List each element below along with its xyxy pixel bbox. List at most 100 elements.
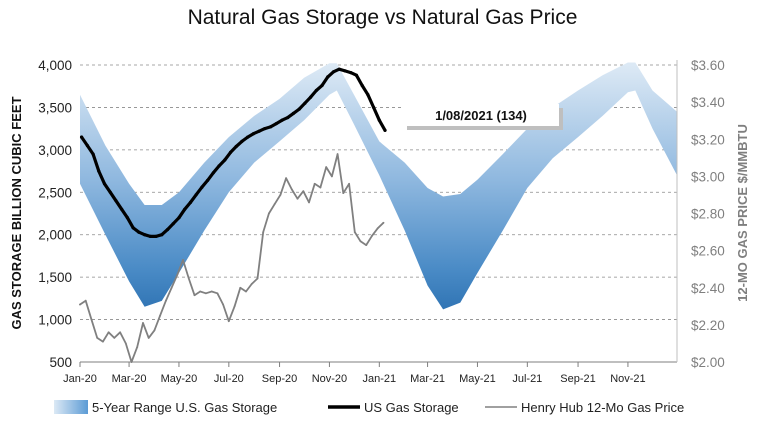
price-line-point [84,299,87,302]
storage-line-point [131,226,135,230]
price-line-point [256,277,259,280]
price-line-point [176,273,179,276]
price-line-point [331,175,333,178]
storage-line-point [337,67,341,71]
price-line-point [159,314,162,317]
y-tick-label: 3,000 [38,143,72,158]
price-line-point [359,240,362,243]
price-line-point [239,286,242,289]
price-line-layer [79,153,385,363]
price-line-point [113,337,116,339]
storage-line-point [297,107,301,111]
x-tick-label: Nov-20 [312,373,347,385]
price-line-point [262,231,265,234]
storage-line-point [246,135,250,139]
storage-line-point [188,200,192,205]
storage-line-point [211,171,215,175]
y2-tick-label: $2.00 [691,355,725,370]
storage-line-point [200,185,204,189]
price-line-point [376,227,379,230]
storage-line-point [165,228,170,232]
x-tick-label: May-20 [161,373,198,385]
annotation-callout: 1/08/2021 (134) [403,104,563,130]
annotation-text: 1/08/2021 (134) [435,108,527,123]
y-tick-label: 3,500 [38,100,72,115]
storage-line-point [234,144,238,149]
price-line-point [79,303,81,306]
price-line-point [285,177,287,180]
storage-line-point [148,234,152,238]
storage-line-point [194,193,198,197]
price-line-point [142,322,144,324]
y2-axis-title: 12-MO GAS PRICE $/MMBTU [735,124,750,302]
price-line-point [96,337,99,339]
legend-item-range: 5-Year Range U.S. Gas Storage [54,400,277,415]
price-line-point [250,283,253,285]
price-line-point [382,221,385,224]
storage-line-point [326,75,330,79]
legend: 5-Year Range U.S. Gas Storage US Gas Sto… [54,400,684,415]
storage-line-point [85,144,89,148]
storage-line-point [274,122,278,126]
axes: 500 1,000 1,500 2,000 2,500 3,000 3,500 4,000 $2… [38,58,725,385]
storage-line-point [268,125,273,129]
price-line-point [245,290,247,293]
price-line-point [216,292,219,295]
price-line-point [296,197,299,200]
price-line-point [308,201,310,204]
storage-line-point [206,178,210,182]
storage-line-point [114,199,118,203]
x-tick-label: Mar-21 [410,373,445,385]
storage-line-point [286,116,290,120]
storage-line-point [314,88,318,93]
y-tick-label: 1,000 [38,313,72,328]
price-line-point [205,292,207,295]
x-tick-label: Nov-21 [610,373,645,385]
price-line-point [336,153,339,156]
price-line-point [227,320,230,323]
storage-line-point [366,93,370,97]
price-line-point [353,231,356,234]
storage-line-point [171,222,175,226]
x-tick-label: Jul-20 [214,373,244,385]
storage-line-point [154,234,158,238]
x-tick-label: Sep-20 [262,373,297,385]
y2-tick-label: $2.20 [691,318,725,333]
price-line-point [279,194,282,196]
price-line-point [107,331,110,334]
price-line-point [325,166,328,169]
storage-line-point [120,207,124,211]
storage-line-point [263,127,267,131]
storage-line-point [102,182,107,186]
storage-line-point [91,152,95,156]
price-line-point [273,203,276,206]
storage-line-layer [80,67,387,238]
price-line-point [199,290,202,293]
x-tick-label: Sep-21 [560,373,595,385]
price-line-point [153,329,156,332]
storage-line-point [377,118,381,122]
price-line-point [102,340,104,343]
price-line-point [136,346,139,348]
y-tick-label: 2,500 [38,185,72,200]
storage-line-point [177,216,181,220]
storage-line-point [280,118,284,122]
y-tick-label: 500 [49,355,72,370]
x-tick-label: May-21 [459,373,496,385]
price-line-point [165,299,167,302]
y2-tick-label: $3.40 [691,95,725,110]
y2-tick-label: $2.80 [691,207,725,222]
x-tick-label: Jan-21 [362,373,396,385]
price-line-point [268,212,270,215]
storage-line-point [183,207,187,211]
storage-line-point [343,69,347,73]
y2-tick-label: $2.60 [691,244,725,259]
y-tick-label: 2,000 [38,228,72,243]
range-band-layer [80,62,677,310]
legend-label-storage: US Gas Storage [364,400,459,415]
price-line-point [187,277,190,280]
chart-title: Natural Gas Storage vs Natural Gas Price [187,6,578,29]
x-tick-label: Jan-20 [63,373,97,385]
range-band [80,62,677,310]
